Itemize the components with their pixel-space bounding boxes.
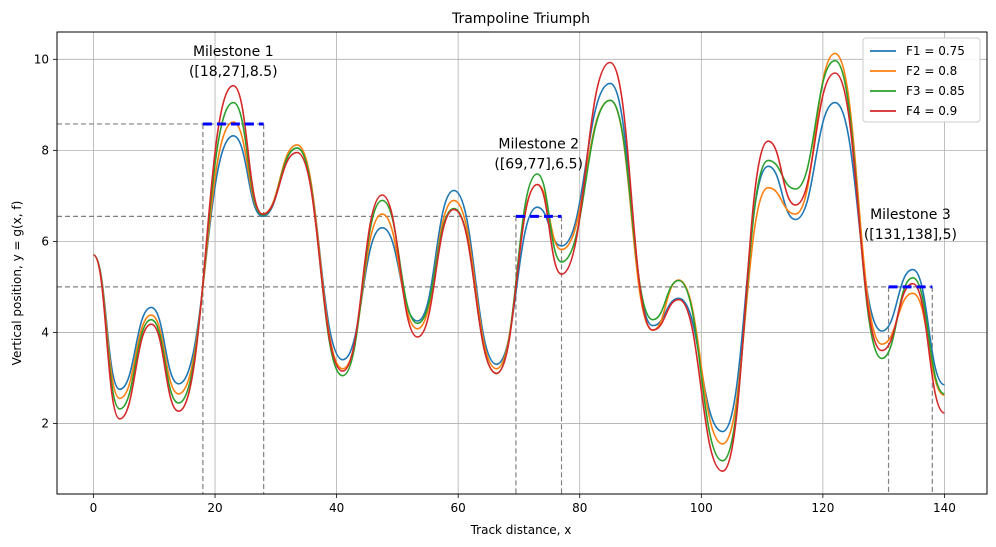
legend: F1 = 0.75 F2 = 0.8 F3 = 0.85 F4 = 0.9 <box>862 37 981 123</box>
y-tick-label: 6 <box>41 234 49 248</box>
chart-title: Trampoline Triumph <box>451 11 590 27</box>
y-tick-label: 2 <box>41 416 49 430</box>
legend-box <box>862 37 981 123</box>
milestone-annotations: Milestone 1 ([18,27],8.5) Milestone 2 ([69,… <box>189 44 957 243</box>
milestone-detail: ([131,138],5) <box>864 227 957 243</box>
series-line-f4 <box>92 61 945 473</box>
legend-entry: F4 = 0.9 <box>906 104 957 118</box>
x-tick-label: 100 <box>690 501 713 515</box>
axis-ticks: 0 20 40 60 80 100 120 140 2 4 6 8 10 <box>34 52 956 515</box>
legend-entry: F2 = 0.8 <box>906 64 957 78</box>
x-tick-label: 40 <box>329 501 344 515</box>
series-lines <box>92 52 945 473</box>
x-axis-label: Track distance, x <box>470 523 572 537</box>
milestone-bars <box>202 122 933 289</box>
milestone-label: Milestone 3 <box>870 207 951 223</box>
legend-entry: F3 = 0.85 <box>906 84 965 98</box>
x-tick-label: 140 <box>933 501 956 515</box>
y-tick-label: 4 <box>41 325 49 339</box>
milestone-label: Milestone 2 <box>498 136 579 152</box>
y-tick-label: 8 <box>41 143 49 157</box>
y-tick-label: 10 <box>34 52 49 66</box>
x-tick-label: 0 <box>90 501 98 515</box>
x-tick-label: 80 <box>572 501 587 515</box>
y-axis-label: Vertical position, y = g(x, f) <box>10 201 24 366</box>
milestone-detail: ([18,27],8.5) <box>189 64 278 80</box>
x-tick-label: 60 <box>451 501 466 515</box>
legend-entry: F1 = 0.75 <box>906 44 965 58</box>
milestone-detail: ([69,77],6.5) <box>494 156 583 172</box>
milestone-label: Milestone 1 <box>193 44 274 60</box>
x-tick-label: 120 <box>811 501 834 515</box>
x-tick-label: 20 <box>207 501 222 515</box>
plot-frame <box>56 31 988 495</box>
